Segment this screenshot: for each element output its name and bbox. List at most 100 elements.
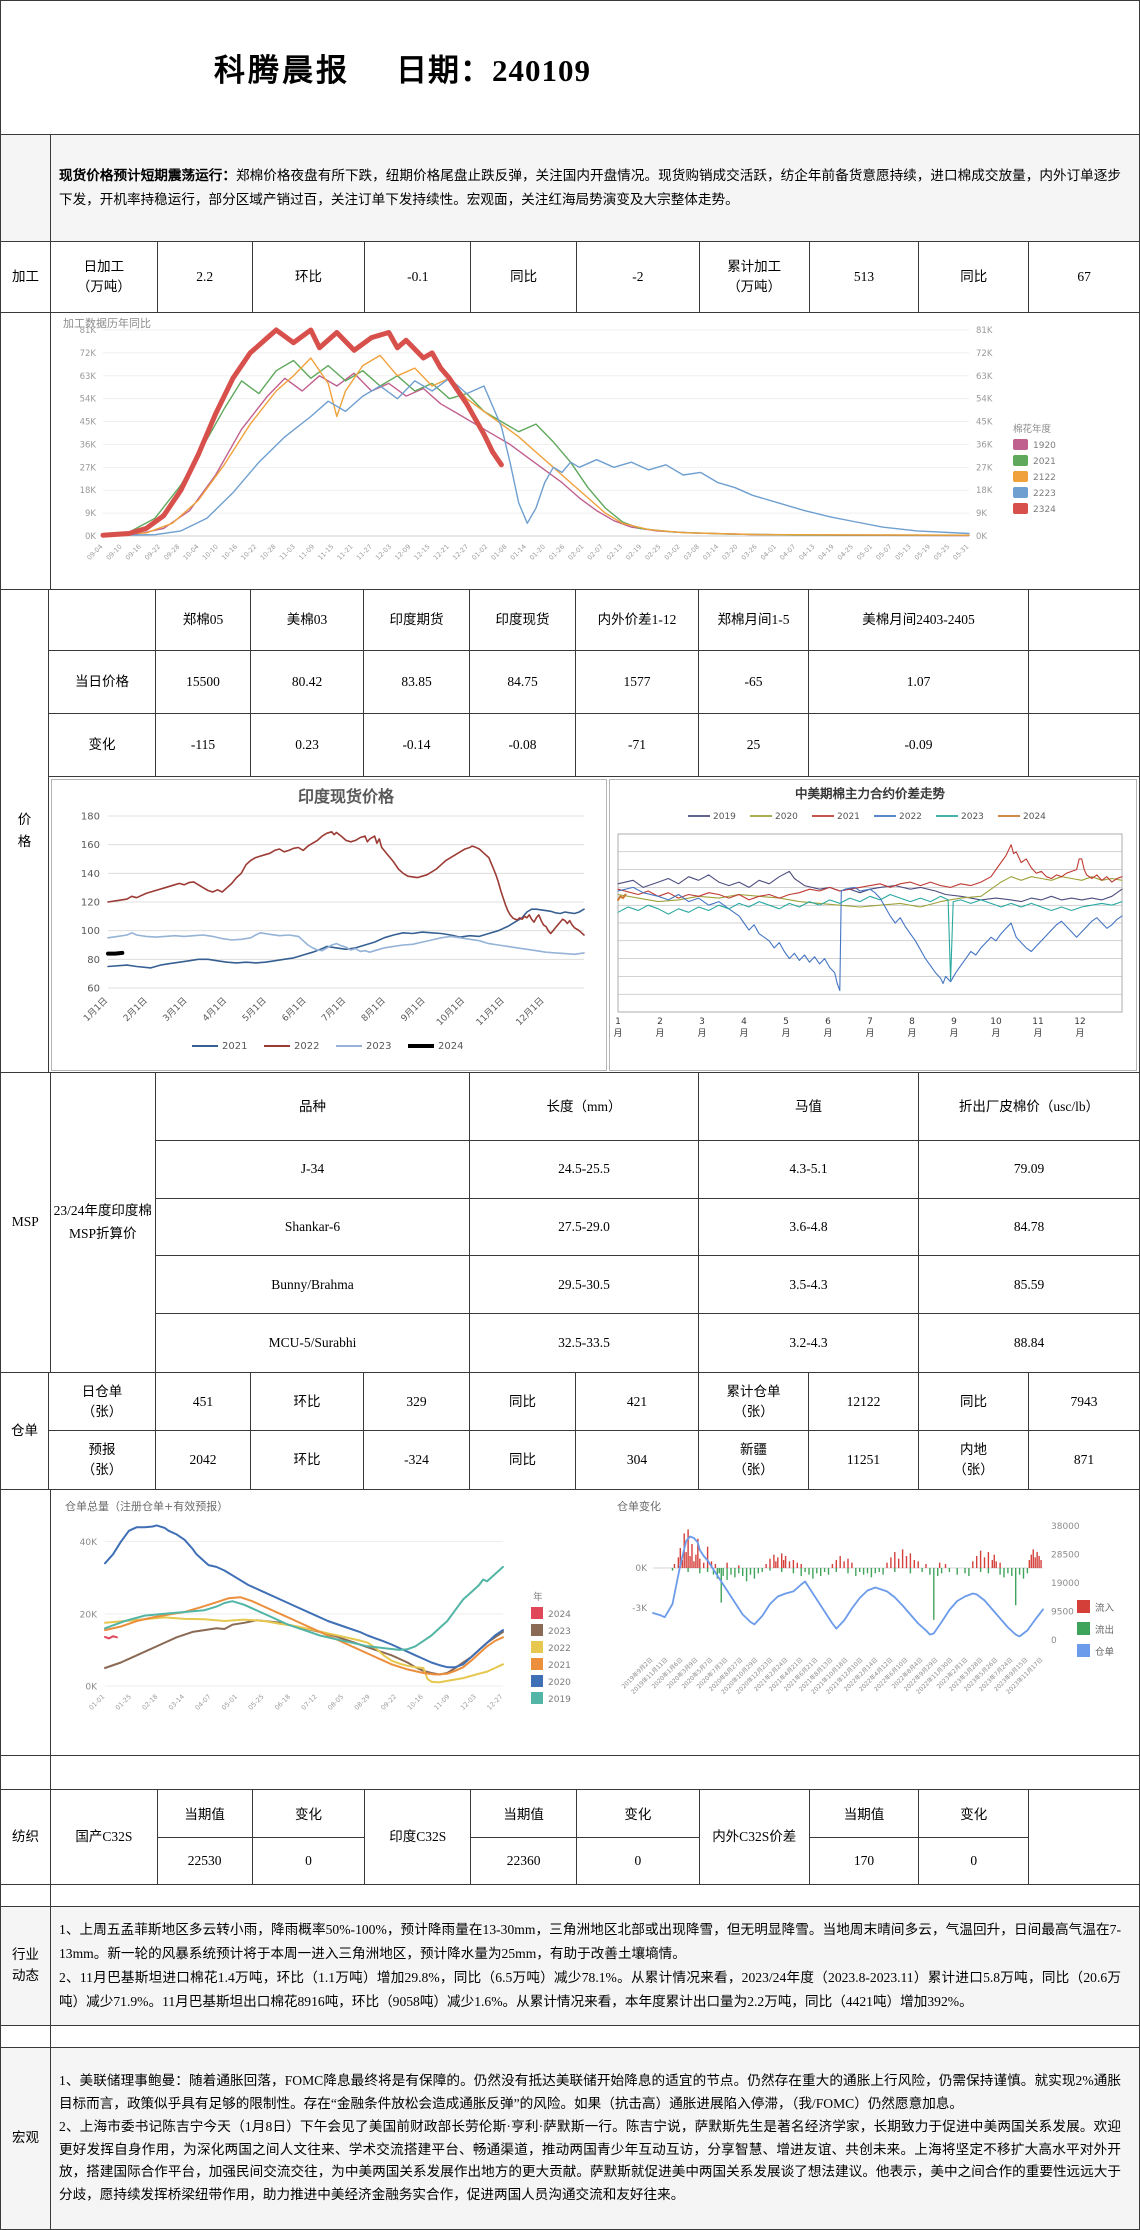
svg-text:03-20: 03-20	[720, 543, 739, 562]
svg-text:2024: 2024	[1023, 812, 1046, 822]
svg-text:10-10: 10-10	[201, 543, 220, 562]
receipts-daily-row: 日仓单 （张） 451 环比 329 同比 421 累计仓单 （张） 12122…	[49, 1373, 1139, 1431]
price-today-3: 84.75	[470, 650, 576, 713]
report-header: 科腾晨报 日期：240109	[1, 1, 1139, 135]
svg-text:81K: 81K	[976, 326, 993, 336]
textile-india-change: 变化 0	[577, 1790, 700, 1884]
svg-text:03-14: 03-14	[167, 1693, 186, 1712]
receipts-forecast-mom-label: 环比	[251, 1431, 364, 1489]
svg-text:8: 8	[909, 1017, 915, 1027]
svg-text:月: 月	[655, 1028, 664, 1039]
svg-text:20K: 20K	[80, 1610, 98, 1620]
spacer-3-label-cell	[1, 2026, 51, 2047]
price-today-label: 当日价格	[49, 650, 156, 713]
msp-mcu5-length: 32.5-33.5	[470, 1314, 699, 1373]
price-header-trailing	[1029, 590, 1139, 650]
processing-cell-cum-label: 累计加工 （万吨）	[700, 242, 810, 312]
svg-text:3月1日: 3月1日	[161, 995, 190, 1024]
price-header-mm-calendar: 美棉月间2403-2405	[809, 590, 1029, 650]
price-today-0: 15500	[156, 650, 251, 713]
svg-text:05-07: 05-07	[874, 543, 893, 562]
msp-header-row: 品种 长度（mm） 马值 折出厂皮棉价（usc/lb）	[156, 1073, 1139, 1141]
svg-text:2023: 2023	[548, 1627, 571, 1637]
svg-text:01-02: 01-02	[470, 543, 489, 562]
svg-text:09-22: 09-22	[143, 543, 162, 562]
svg-text:月: 月	[739, 1028, 748, 1039]
processing-cell-cum-value: 513	[810, 242, 920, 312]
svg-text:10: 10	[990, 1017, 1002, 1027]
msp-header-length: 长度（mm）	[470, 1073, 699, 1140]
svg-text:2024: 2024	[548, 1610, 571, 1620]
processing-cell-yoy-label: 同比	[471, 242, 578, 312]
svg-text:11-09: 11-09	[297, 543, 316, 562]
svg-text:07-12: 07-12	[300, 1693, 319, 1712]
svg-text:05-31: 05-31	[951, 543, 970, 562]
msp-bunny-mic: 3.5-4.3	[699, 1256, 919, 1314]
summary-text: 现货价格预计短期震荡运行：郑棉价格夜盘有所下跌，纽期价格尾盘止跌反弹，关注国内开…	[51, 135, 1139, 241]
price-header-india-futures: 印度期货	[364, 590, 470, 650]
price-change-trailing	[1029, 714, 1139, 776]
svg-text:01-20: 01-20	[528, 543, 547, 562]
svg-text:63K: 63K	[976, 372, 993, 382]
svg-text:04-07: 04-07	[194, 1693, 213, 1712]
price-label: 价格	[1, 590, 49, 1072]
svg-text:2324: 2324	[1033, 505, 1056, 515]
svg-text:9K: 9K	[976, 509, 987, 519]
processing-chart-row: 加工数据历年同比 0K 0K 9K 9K 18K 18K 27K 27K 36K 36K 45K 45K…	[1, 313, 1139, 590]
svg-text:03-14: 03-14	[701, 543, 720, 562]
svg-text:月: 月	[907, 1028, 916, 1039]
msp-mcu5-price: 88.84	[1013, 1335, 1045, 1351]
textile-row: 纺织 国产C32S 当期值 22530 变化 0 印度C32S 当期值 2236…	[1, 1790, 1139, 1885]
svg-text:72K: 72K	[80, 349, 97, 359]
svg-text:仓单: 仓单	[1095, 1646, 1115, 1658]
receipts-cum-label: 累计仓单 （张）	[699, 1373, 809, 1430]
svg-text:印度现货价格: 印度现货价格	[298, 787, 395, 806]
svg-text:06-18: 06-18	[273, 1693, 292, 1712]
svg-text:棉花年度: 棉花年度	[1013, 423, 1052, 435]
svg-text:12: 12	[1074, 1017, 1085, 1027]
price-header-spread: 内外价差1-12	[576, 590, 699, 650]
price-change-0: -115	[156, 713, 251, 776]
svg-text:02-13: 02-13	[605, 543, 624, 562]
macro-text: 1、美联储理事鲍曼：随着通胀回落，FOMC降息最终将是有保障的。仍然没有抵达美联…	[51, 2048, 1139, 2229]
svg-text:2月1日: 2月1日	[121, 995, 150, 1024]
msp-section: MSP 23/24年度印度棉MSP折算价 品种 长度（mm） 马值 折出厂皮棉价…	[1, 1073, 1139, 1373]
svg-text:9500: 9500	[1051, 1608, 1074, 1618]
textile-spread-change-value: 0	[970, 1852, 978, 1868]
svg-text:0: 0	[1051, 1636, 1057, 1646]
svg-text:11: 11	[1032, 1017, 1043, 1027]
svg-text:10-16: 10-16	[220, 543, 239, 562]
svg-text:18K: 18K	[80, 486, 97, 496]
price-header-india-spot: 印度现货	[470, 590, 576, 650]
svg-text:140: 140	[81, 868, 100, 879]
msp-row-mcu5: MCU-5/Surabhi 32.5-33.5 3.2-4.3 88.84	[156, 1314, 1139, 1373]
svg-text:45K: 45K	[80, 418, 97, 428]
receipts-section: 仓单 日仓单 （张） 451 环比 329 同比 421 累计仓单 （张） 12…	[1, 1373, 1139, 1490]
svg-text:月: 月	[613, 1028, 622, 1039]
svg-text:36K: 36K	[80, 440, 97, 450]
svg-text:1: 1	[615, 1017, 621, 1027]
price-change-6: -0.09	[809, 713, 1029, 776]
svg-text:12-03: 12-03	[374, 543, 393, 562]
textile-india-name: 印度C32S	[365, 1790, 472, 1884]
receipts-inland-value: 871	[1073, 1452, 1095, 1468]
msp-header-variety: 品种	[156, 1073, 470, 1140]
svg-text:2223: 2223	[1033, 489, 1056, 499]
svg-text:6月1日: 6月1日	[280, 995, 309, 1024]
svg-text:27K: 27K	[976, 463, 993, 473]
receipts-forecast-label: 预报 （张）	[49, 1431, 156, 1489]
svg-text:6: 6	[825, 1017, 831, 1027]
svg-text:05-01: 05-01	[855, 543, 874, 562]
svg-text:11-27: 11-27	[355, 543, 374, 562]
svg-text:2021: 2021	[222, 1041, 247, 1052]
svg-text:03-08: 03-08	[682, 543, 701, 562]
spacer-row-3	[1, 2026, 1139, 2048]
receipts-forecast-value: 2042	[156, 1431, 251, 1489]
receipts-charts-row: 仓单总量（注册仓单+有效预报） 0K 20K 40K 01-01 01-25 02-18 03…	[1, 1490, 1139, 1756]
svg-text:2022: 2022	[294, 1041, 319, 1052]
price-change-row: 变化 -115 0.23 -0.14 -0.08 -71 25 -0.09	[49, 713, 1139, 777]
textile-domestic-name: 国产C32S	[51, 1790, 158, 1884]
svg-text:04-13: 04-13	[797, 543, 816, 562]
spread-chart-frame: 中美期棉主力合约价差走势 2019 2020 2021 2022 2023 2024 1 月 2 月…	[609, 778, 1137, 1071]
